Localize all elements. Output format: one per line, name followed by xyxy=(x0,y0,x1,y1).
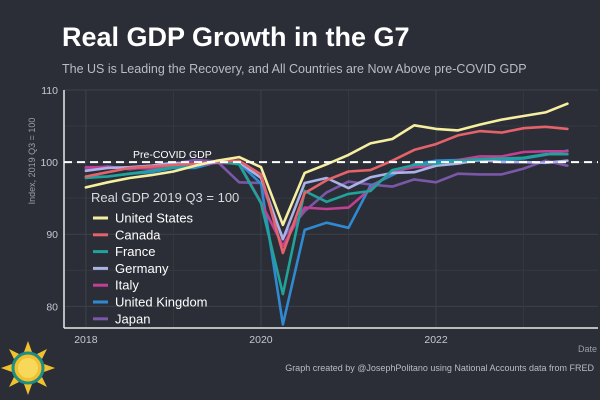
series-line-france xyxy=(84,152,569,296)
series-line-germany xyxy=(84,158,569,241)
legend-item-label: Germany xyxy=(115,261,169,276)
legend-item-label: United Kingdom xyxy=(115,295,208,310)
legend-item-label: France xyxy=(115,244,155,259)
legend: Real GDP 2019 Q3 = 100 United StatesCanad… xyxy=(91,190,239,326)
chart-subtitle: The US is Leading the Recovery, and All … xyxy=(62,62,527,76)
credit-text: Graph created by @JosephPolitano using N… xyxy=(285,363,594,373)
pre-covid-label: Pre-COVID GDP xyxy=(133,149,212,161)
x-tick-label: 2022 xyxy=(424,334,448,346)
series-lines xyxy=(84,102,569,326)
reference-line-group: Pre-COVID GDP xyxy=(64,149,598,164)
axes: 80 90 100 110 2018 2020 2022 xyxy=(40,85,598,346)
y-tick-label: 80 xyxy=(46,301,58,313)
legend-item-label: United States xyxy=(115,211,194,226)
x-tick-label: 2020 xyxy=(249,334,273,346)
x-axis-label: Date xyxy=(578,344,598,354)
legend-item-label: Japan xyxy=(115,311,150,326)
legend-item-label: Canada xyxy=(115,227,161,242)
y-tick-label: 90 xyxy=(46,229,58,241)
y-tick-label: 110 xyxy=(41,85,58,97)
legend-item-label: Italy xyxy=(115,278,139,293)
series-line-canada xyxy=(84,125,569,255)
sun-logo-icon xyxy=(1,341,55,395)
x-tick-label: 2018 xyxy=(74,334,98,346)
y-tick-label: 100 xyxy=(40,157,58,169)
series-line-united-states xyxy=(84,102,569,227)
chart-title: Real GDP Growth in the G7 xyxy=(62,22,410,52)
legend-title: Real GDP 2019 Q3 = 100 xyxy=(91,190,239,205)
gridlines xyxy=(64,89,598,328)
